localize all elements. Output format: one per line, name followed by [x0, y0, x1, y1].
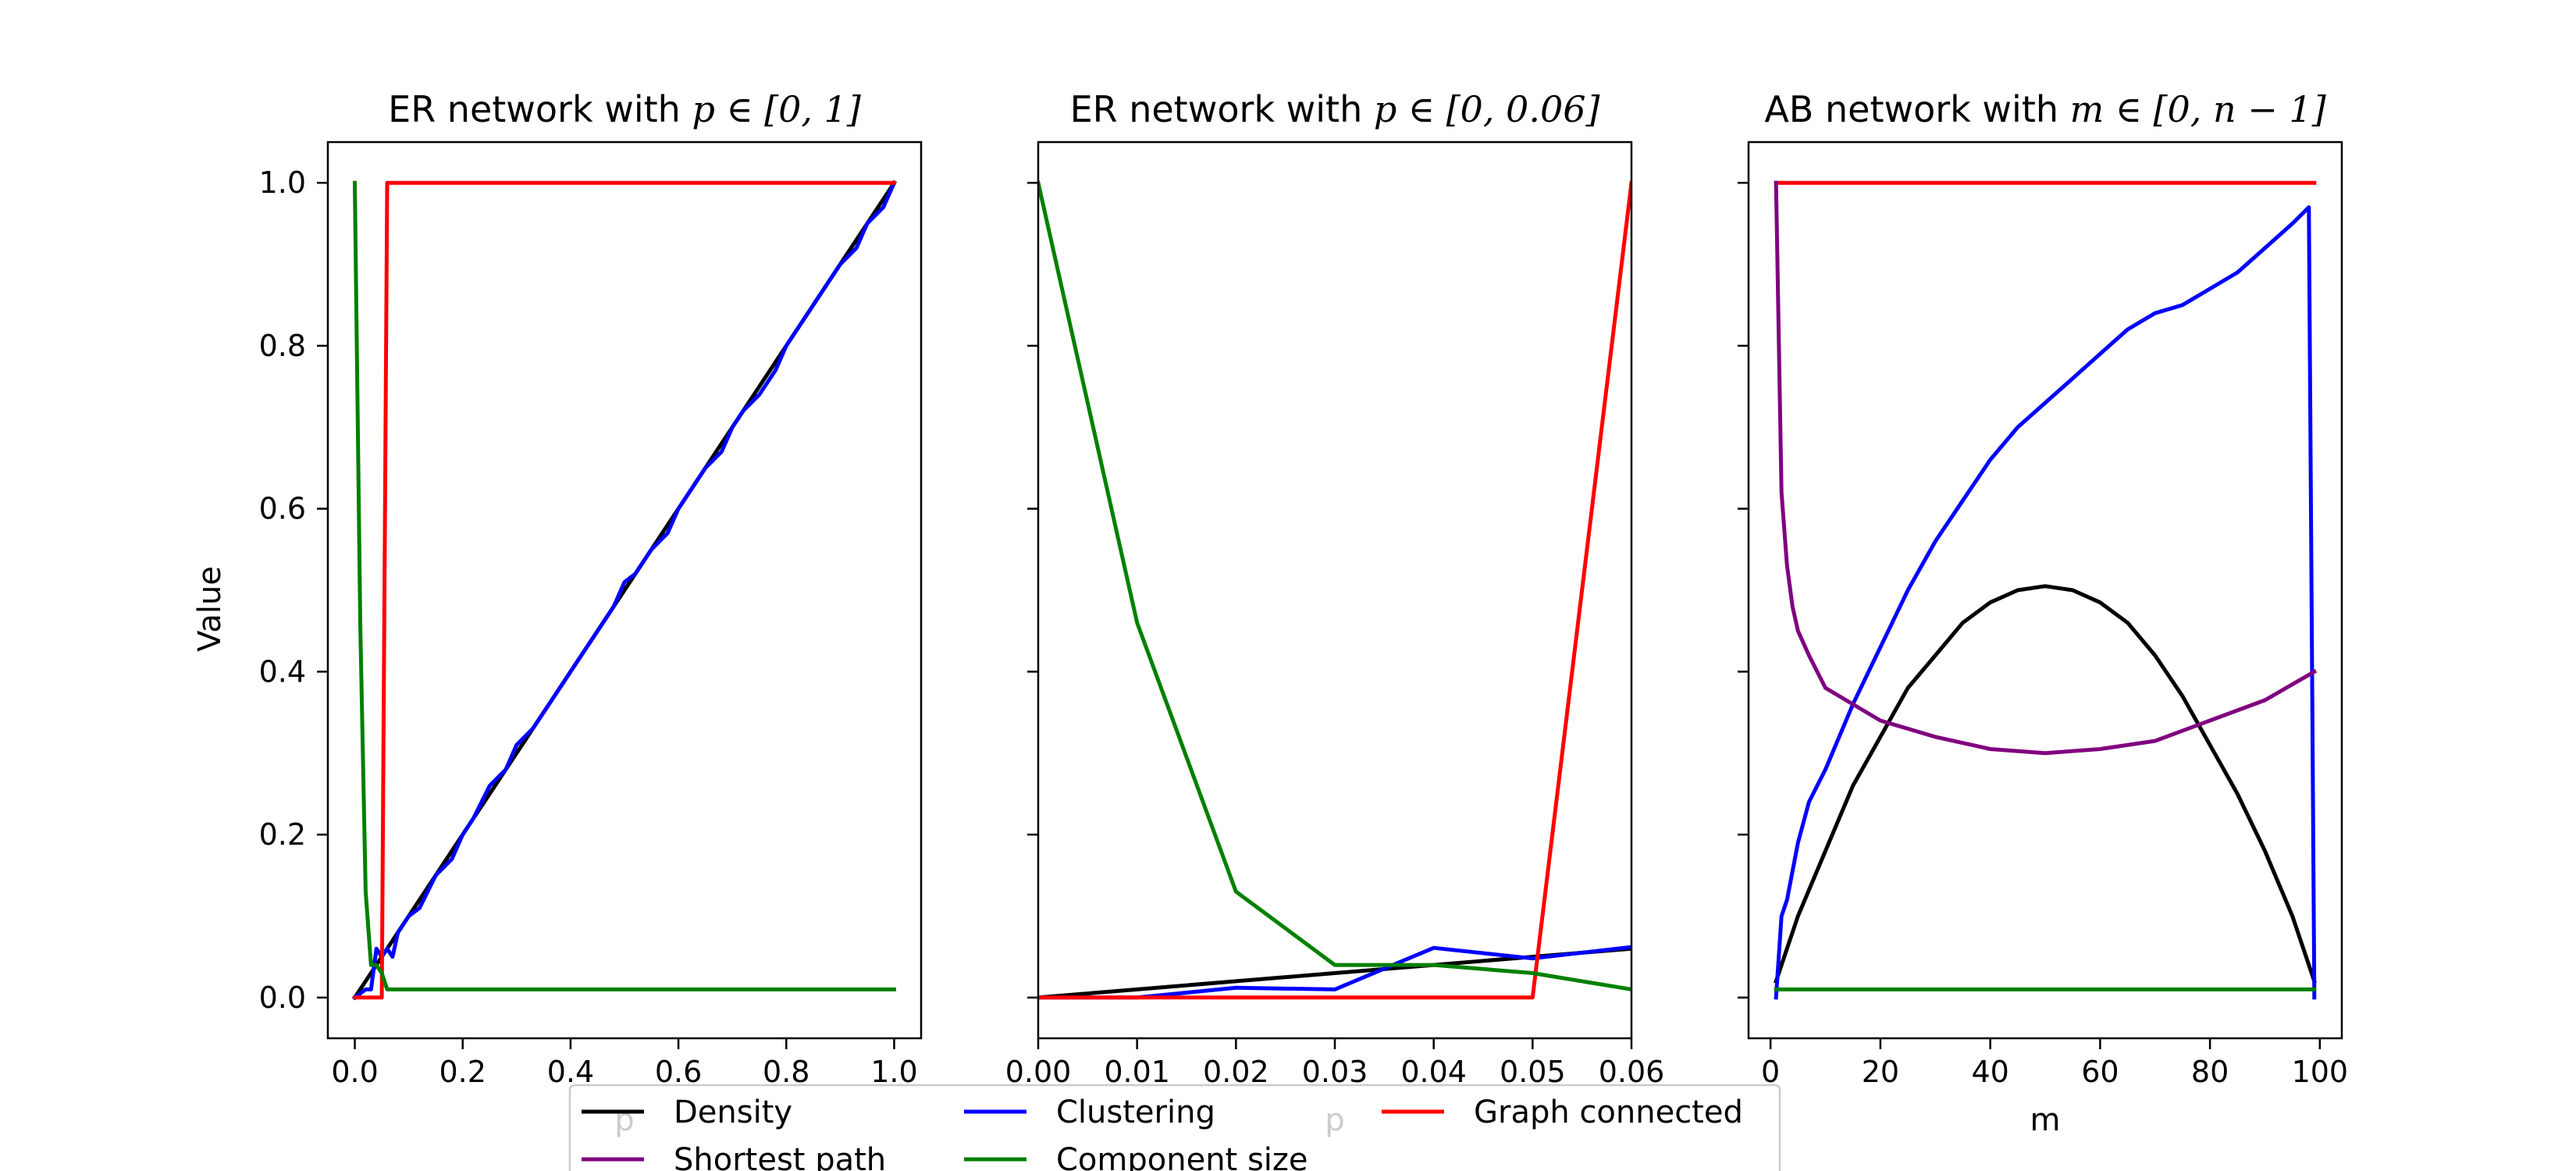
panels: 0.0 0.2 0.4 0.6 0.8 1.0 0.0 0.2 0.4 0.6 0.8 1.0 ER n…	[259, 88, 2349, 1138]
x-tick-label: 20	[1862, 1055, 1899, 1089]
x-tick-label: 0.06	[1599, 1055, 1665, 1089]
x-tick-label: 0.03	[1302, 1055, 1368, 1089]
y-tick-label: 0.6	[259, 492, 306, 526]
x-tick-label: 0.6	[655, 1055, 702, 1089]
legend-entry-density: Density	[582, 1094, 792, 1130]
x-axis-label: m	[2030, 1102, 2061, 1138]
legend-entry-connected: Graph connected	[1382, 1094, 1743, 1130]
panel-1: 0.0 0.2 0.4 0.6 0.8 1.0 0.0 0.2 0.4 0.6 0.8 1.0 ER n…	[259, 88, 923, 1138]
panel-title: AB network with m ∈ [0, n − 1]	[1764, 88, 2325, 130]
y-tick-label: 0.8	[259, 329, 306, 363]
x-tick-label: 0.02	[1203, 1055, 1269, 1089]
series-line-component	[352, 180, 896, 991]
series-group	[1774, 180, 2318, 1000]
x-tick-label: 0	[1761, 1055, 1780, 1089]
axes-frame	[326, 141, 923, 1040]
panel-title: ER network with p ∈ [0, 1]	[388, 88, 861, 130]
series-group	[1038, 180, 1631, 1000]
series-line-clustering	[1774, 205, 2317, 1000]
y-tick-label: 1.0	[259, 166, 306, 200]
legend-entry-clustering: Clustering	[964, 1094, 1215, 1130]
series-line-connected	[1038, 180, 1631, 1000]
series-line-component	[1038, 180, 1631, 991]
x-tick-label: 100	[2292, 1055, 2349, 1089]
legend: Density Clustering Graph connected Shortest…	[568, 1084, 1781, 1171]
x-tick-label: 0.0	[331, 1055, 378, 1089]
panel-2: 0.00 0.01 0.02 0.03 0.04 0.05 0.06 ER network w…	[1005, 88, 1665, 1138]
series-line-shortest	[1774, 180, 2318, 756]
y-tick-label: 0.0	[259, 981, 306, 1015]
x-tick-label: 0.05	[1500, 1055, 1566, 1089]
x-tick-label: 0.04	[1400, 1055, 1467, 1089]
panel-title: ER network with p ∈ [0, 0.06]	[1070, 88, 1600, 130]
legend-label: Graph connected	[1474, 1094, 1743, 1130]
x-tick-label: 60	[2081, 1055, 2119, 1089]
panel-3: 0 20 40 60 80 100 AB network with m ∈ [0, n − …	[1738, 88, 2348, 1138]
series-line-clustering	[352, 180, 897, 1001]
y-tick-label: 0.4	[259, 654, 306, 689]
x-tick-label: 0.2	[439, 1055, 486, 1089]
x-tick-label: 0.01	[1104, 1055, 1170, 1089]
x-tick-label: 1.0	[870, 1055, 917, 1089]
x-tick-label: 0.4	[547, 1055, 594, 1089]
x-tick-label: 0.00	[1005, 1055, 1072, 1089]
legend-label: Shortest path	[674, 1142, 886, 1171]
y-axis-label: Value	[192, 566, 228, 652]
series-line-connected	[353, 180, 896, 1000]
legend-label: Component size	[1056, 1142, 1308, 1171]
legend-entry-component: Component size	[964, 1142, 1308, 1171]
axes-frame	[1747, 141, 2343, 1040]
legend-label: Clustering	[1056, 1094, 1215, 1130]
legend-frame	[568, 1084, 1781, 1171]
x-tick-label: 0.8	[763, 1055, 809, 1089]
series-group	[352, 180, 897, 1001]
series-line-density	[1774, 584, 2317, 984]
x-tick-label: 40	[1971, 1055, 2008, 1089]
legend-entry-shortest: Shortest path	[582, 1142, 886, 1171]
x-tick-label: 80	[2191, 1055, 2229, 1089]
legend-label: Density	[674, 1094, 792, 1130]
y-tick-label: 0.2	[259, 817, 306, 852]
